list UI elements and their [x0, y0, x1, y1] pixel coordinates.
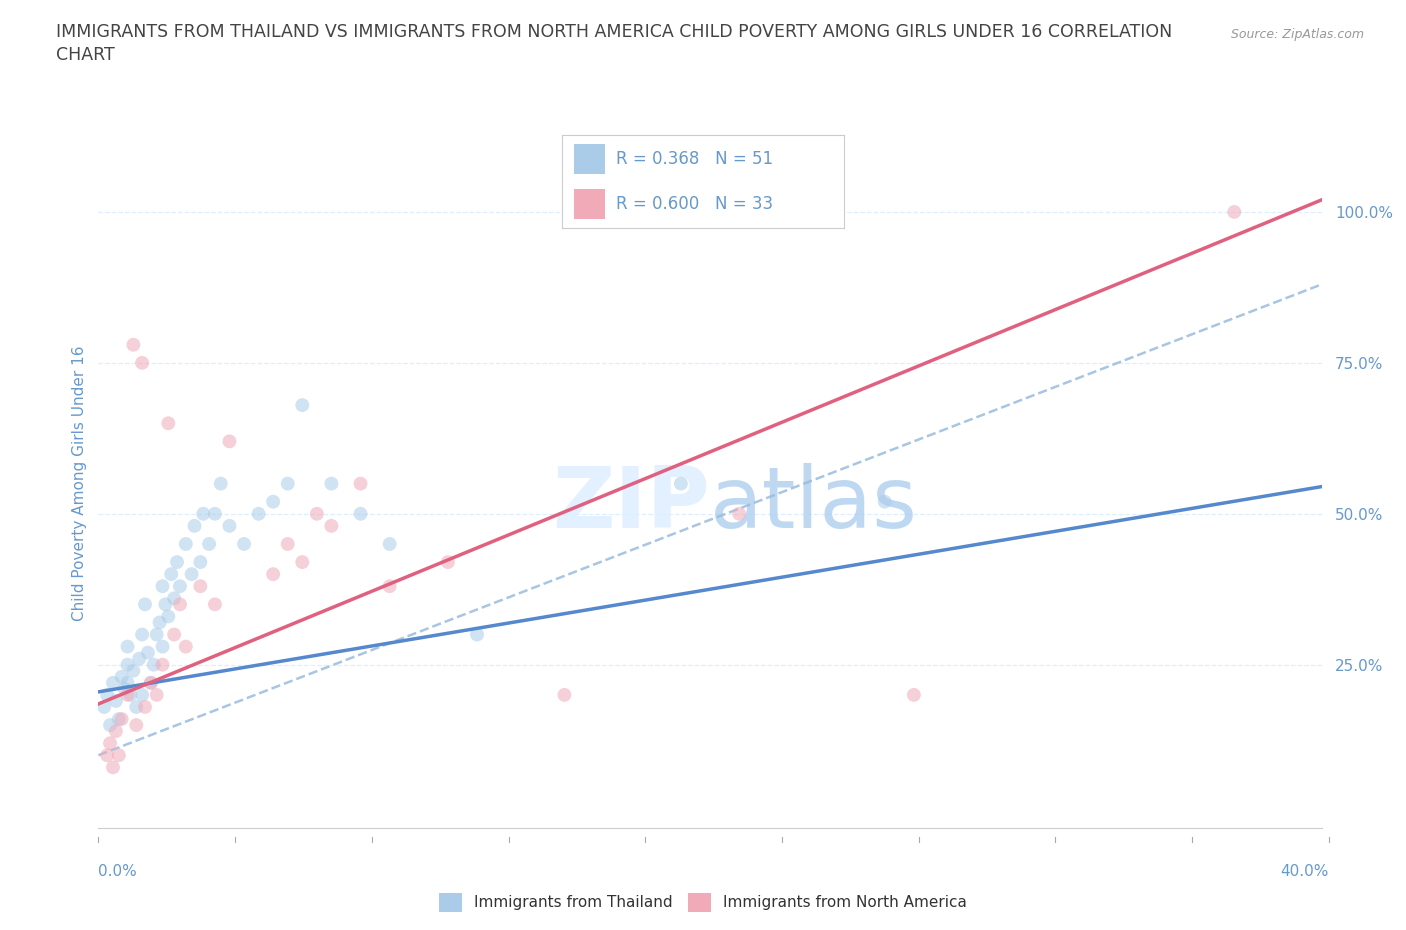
- Point: [111, 711, 134, 726]
- Point: [104, 694, 127, 709]
- Point: [166, 554, 188, 569]
- Point: [117, 675, 139, 690]
- Point: [101, 760, 124, 775]
- Point: [262, 566, 284, 581]
- Point: [183, 518, 205, 533]
- Point: [134, 699, 156, 714]
- Point: [903, 687, 925, 702]
- Point: [134, 597, 156, 612]
- FancyBboxPatch shape: [574, 144, 605, 174]
- Point: [142, 658, 165, 672]
- Point: [553, 687, 575, 702]
- Point: [96, 687, 118, 702]
- Point: [321, 518, 343, 533]
- Point: [145, 687, 167, 702]
- Point: [117, 687, 139, 702]
- Text: CHART: CHART: [56, 46, 115, 64]
- Point: [204, 506, 226, 521]
- Text: atlas: atlas: [710, 463, 918, 546]
- Point: [122, 663, 145, 678]
- Point: [155, 597, 177, 612]
- Point: [169, 597, 191, 612]
- Point: [101, 675, 124, 690]
- Point: [262, 494, 284, 509]
- Point: [122, 338, 145, 352]
- Point: [305, 506, 328, 521]
- Point: [378, 537, 401, 551]
- Text: R = 0.368   N = 51: R = 0.368 N = 51: [616, 150, 773, 168]
- Point: [98, 718, 121, 733]
- Point: [96, 748, 118, 763]
- Text: IMMIGRANTS FROM THAILAND VS IMMIGRANTS FROM NORTH AMERICA CHILD POVERTY AMONG GI: IMMIGRANTS FROM THAILAND VS IMMIGRANTS F…: [56, 23, 1173, 41]
- Point: [198, 537, 221, 551]
- Point: [349, 506, 371, 521]
- Point: [157, 609, 180, 624]
- Point: [93, 699, 115, 714]
- Text: 40.0%: 40.0%: [1281, 864, 1329, 879]
- Point: [108, 748, 131, 763]
- Point: [188, 578, 212, 593]
- Point: [291, 554, 314, 569]
- Point: [349, 476, 371, 491]
- Text: ZIP: ZIP: [553, 463, 710, 546]
- Point: [145, 627, 167, 642]
- Point: [117, 639, 139, 654]
- Point: [209, 476, 232, 491]
- Point: [131, 627, 153, 642]
- Point: [291, 398, 314, 413]
- Point: [163, 591, 186, 605]
- Point: [120, 687, 142, 702]
- Point: [277, 537, 299, 551]
- Text: Source: ZipAtlas.com: Source: ZipAtlas.com: [1230, 28, 1364, 41]
- Point: [669, 476, 692, 491]
- Y-axis label: Child Poverty Among Girls Under 16: Child Poverty Among Girls Under 16: [72, 346, 87, 621]
- Point: [1223, 205, 1246, 219]
- Point: [321, 476, 343, 491]
- Point: [117, 658, 139, 672]
- Point: [131, 687, 153, 702]
- Point: [174, 639, 197, 654]
- Point: [204, 597, 226, 612]
- Point: [136, 645, 159, 660]
- Point: [98, 736, 121, 751]
- Point: [152, 578, 174, 593]
- Point: [139, 675, 162, 690]
- Point: [378, 578, 401, 593]
- Point: [465, 627, 488, 642]
- Point: [125, 718, 148, 733]
- Point: [218, 518, 240, 533]
- Point: [193, 506, 215, 521]
- Point: [437, 554, 460, 569]
- Point: [104, 724, 127, 738]
- Point: [247, 506, 270, 521]
- Point: [131, 355, 153, 370]
- Point: [188, 554, 212, 569]
- Point: [180, 566, 202, 581]
- Point: [139, 675, 162, 690]
- Point: [108, 711, 131, 726]
- Point: [233, 537, 256, 551]
- Point: [152, 639, 174, 654]
- Point: [114, 682, 136, 697]
- Point: [160, 566, 183, 581]
- Point: [163, 627, 186, 642]
- Point: [128, 651, 150, 666]
- Point: [169, 578, 191, 593]
- Point: [728, 506, 751, 521]
- Legend: Immigrants from Thailand, Immigrants from North America: Immigrants from Thailand, Immigrants fro…: [433, 887, 973, 918]
- Point: [873, 494, 896, 509]
- Text: R = 0.600   N = 33: R = 0.600 N = 33: [616, 194, 773, 213]
- Point: [218, 434, 240, 449]
- FancyBboxPatch shape: [574, 189, 605, 219]
- Point: [125, 699, 148, 714]
- Point: [174, 537, 197, 551]
- Point: [277, 476, 299, 491]
- Point: [152, 658, 174, 672]
- Point: [157, 416, 180, 431]
- Point: [149, 615, 172, 630]
- Point: [111, 670, 134, 684]
- Text: 0.0%: 0.0%: [98, 864, 138, 879]
